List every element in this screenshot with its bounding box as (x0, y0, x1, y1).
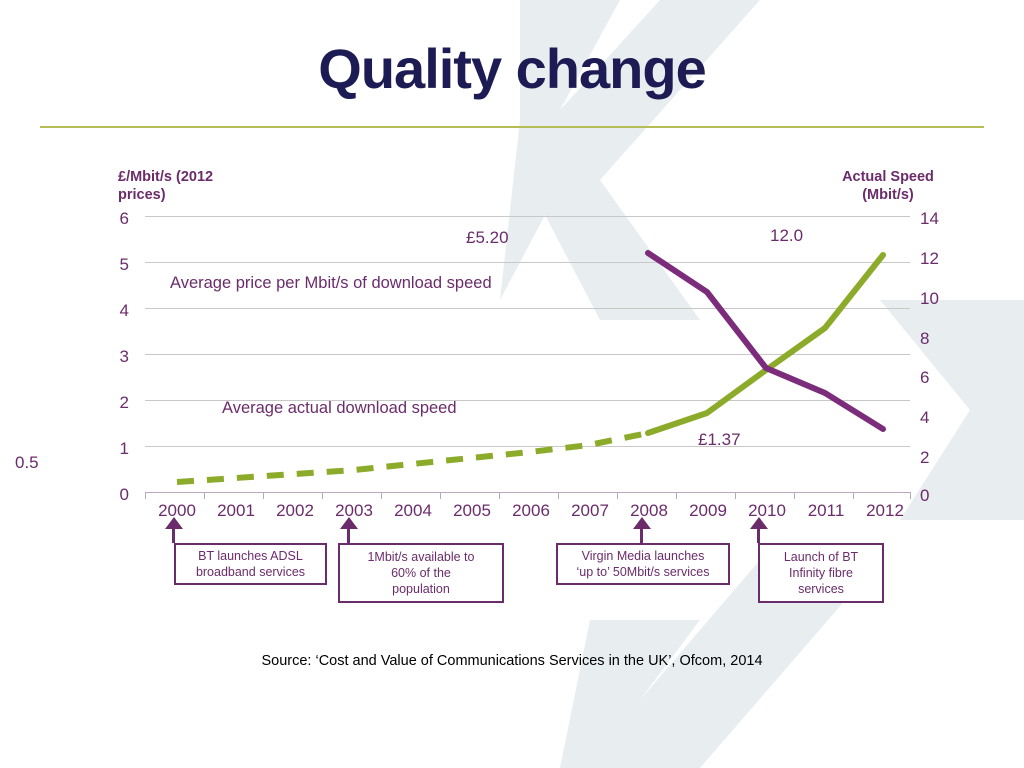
callout-arrow-2000 (165, 517, 183, 529)
right-axis-tick: 6 (920, 368, 930, 387)
x-axis-label-2007: 2007 (571, 501, 609, 520)
price-series-label: Average price per Mbit/s of download spe… (170, 274, 492, 292)
right-axis-tick: 12 (920, 249, 939, 268)
x-axis-label-2010: 2010 (748, 501, 786, 520)
x-axis-line (145, 492, 910, 493)
price-end-value-label: £1.37 (698, 430, 741, 449)
x-axis-tickmark (558, 492, 559, 499)
x-axis-tickmark (499, 492, 500, 499)
callout-2000[interactable]: BT launches ADSL broadband services (174, 543, 327, 585)
left-axis-tick: 5 (119, 255, 129, 274)
right-axis-tick: 10 (920, 289, 939, 308)
x-axis-tickmark (263, 492, 264, 499)
series-lines (176, 250, 886, 485)
x-axis-label-2004: 2004 (394, 501, 432, 520)
x-axis-tickmark (617, 492, 618, 499)
left-axis-title: £/Mbit/s (2012 prices) (118, 169, 214, 204)
page-title: Quality change (318, 37, 706, 100)
x-axis-tickmark (853, 492, 854, 499)
callout-2003[interactable]: 1Mbit/s available to 60% of the populati… (338, 543, 504, 603)
plot-area (145, 216, 910, 492)
callout-arrow-2010 (750, 517, 768, 529)
x-axis-label-2003: 2003 (335, 501, 373, 520)
x-axis-tickmark (910, 492, 911, 499)
left-axis-tick: 2 (119, 393, 129, 412)
x-axis-label-2009: 2009 (689, 501, 727, 520)
callout-stem-2003 (347, 529, 350, 543)
x-axis-label-2008: 2008 (630, 501, 668, 520)
callout-stem-2010 (757, 529, 760, 543)
left-axis-tick: 6 (119, 209, 129, 228)
speed-start-value-label: 0.5 (15, 453, 39, 472)
right-axis-tick: 2 (920, 448, 930, 467)
left-axis-tick: 4 (119, 301, 129, 320)
left-axis-tick: 0 (119, 485, 129, 504)
callout-arrow-2003 (340, 517, 358, 529)
right-axis-tick: 0 (920, 486, 930, 505)
speed-end-value-label: 12.0 (770, 226, 804, 245)
right-axis-tick: 14 (920, 209, 939, 228)
callout-stem-2008 (640, 529, 643, 543)
x-axis-label-2002: 2002 (276, 501, 314, 520)
x-axis-tickmark (735, 492, 736, 499)
title-divider (40, 126, 984, 128)
source-note: Source: ‘Cost and Value of Communication… (261, 653, 763, 669)
callout-arrow-2008 (633, 517, 651, 529)
gridline (145, 354, 910, 355)
right-axis-title: Actual Speed (Mbit/s) (842, 169, 934, 204)
price-line (645, 250, 886, 432)
callout-stem-2000 (172, 529, 175, 543)
x-axis-tickmark (145, 492, 146, 499)
gridline (145, 400, 910, 401)
left-axis-tick: 3 (119, 347, 129, 366)
x-axis-tickmark (440, 492, 441, 499)
x-axis-label-2001: 2001 (217, 501, 255, 520)
x-axis-tickmark (322, 492, 323, 499)
x-axis-label-2006: 2006 (512, 501, 550, 520)
speed-series-label: Average actual download speed (222, 399, 457, 417)
right-axis-tick: 4 (920, 408, 930, 427)
x-axis-label-2011: 2011 (807, 501, 845, 520)
left-axis-tick: 1 (119, 439, 129, 458)
callout-2010[interactable]: Launch of BT Infinity fibre services (758, 543, 884, 603)
x-axis-tickmark (381, 492, 382, 499)
x-axis-tickmark (794, 492, 795, 499)
right-axis-tick: 8 (920, 329, 930, 348)
x-axis-label-2000: 2000 (158, 501, 196, 520)
speed-line-dashed (176, 430, 649, 485)
x-axis-tickmark (676, 492, 677, 499)
callout-2008[interactable]: Virgin Media launches ‘up to’ 50Mbit/s s… (556, 543, 730, 585)
gridline (145, 446, 910, 447)
price-start-value-label: £5.20 (466, 228, 509, 247)
x-axis-tickmark (204, 492, 205, 499)
x-axis-label-2005: 2005 (453, 501, 491, 520)
x-axis-label-2012: 2012 (866, 501, 904, 520)
